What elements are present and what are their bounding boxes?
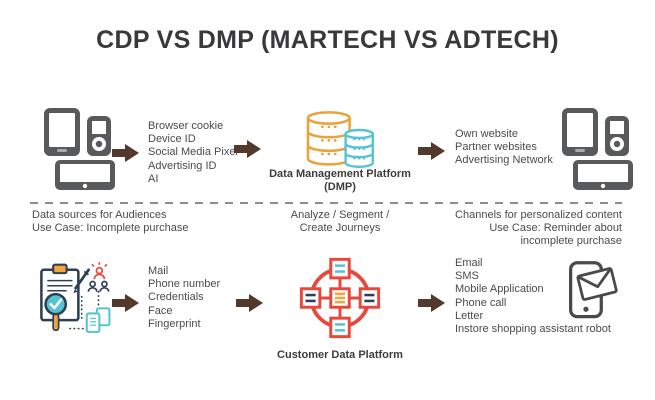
list-item: Instore shopping assistant robot	[455, 323, 611, 336]
arrow-right-icon	[236, 294, 263, 312]
dmp-label-line2: (DMP)	[324, 180, 356, 193]
caption-line: Use Case: Reminder about	[489, 222, 622, 234]
list-item: Letter	[455, 309, 484, 322]
list-item: Phone number	[148, 278, 221, 291]
cdp-channels-list: Email SMS Mobile Application Phone call Lett…	[455, 257, 611, 336]
list-item: Mail	[148, 265, 169, 277]
list-item: Phone call	[455, 296, 507, 309]
list-item: Face	[148, 304, 173, 317]
list-item: Fingerprint	[148, 317, 201, 330]
arrow-right-icon	[112, 294, 139, 312]
devices-icon	[42, 106, 120, 195]
list-item: Credentials	[148, 291, 204, 304]
cdp-sources-list: Mail Phone number Credentials Face Fingerpri…	[148, 265, 220, 331]
list-item: Own website	[455, 128, 518, 140]
caption-line: Create Journeys	[299, 222, 381, 234]
arrow-right-icon	[234, 140, 261, 158]
list-item: Advertising Network	[455, 154, 553, 167]
arrow-right-icon	[112, 144, 139, 162]
list-item: Device ID	[148, 133, 196, 146]
caption-line: Analyze / Segment /	[290, 209, 390, 221]
page-title: CDP VS DMP (MARTECH VS ADTECH)	[96, 26, 559, 54]
dashed-divider	[30, 202, 622, 204]
list-item: SMS	[455, 270, 479, 283]
dmp-label: Data Management Platform (DMP)	[240, 168, 440, 193]
divider-right-caption: Channels for personalized content Use Ca…	[430, 209, 622, 248]
devices-icon	[560, 106, 638, 195]
phone-envelope-icon	[566, 260, 618, 330]
divider-center-caption: Analyze / Segment / Create Journeys	[260, 209, 420, 235]
list-item: Advertising ID	[148, 159, 217, 172]
dmp-sources-list: Browser cookie Device ID Social Media Pixe…	[148, 120, 238, 186]
list-item: Email	[455, 257, 483, 269]
cdp-label: Customer Data Platform	[277, 349, 403, 361]
network-nodes-icon	[298, 256, 382, 345]
caption-line: Channels for personalized content	[455, 209, 622, 221]
list-item: AI	[148, 172, 159, 185]
arrow-right-icon	[418, 294, 445, 312]
list-item: Browser cookie	[148, 120, 224, 132]
caption-line: incomplete purchase	[520, 235, 622, 247]
dmp-label-line1: Data Management Platform	[269, 168, 411, 180]
arrow-right-icon	[418, 142, 445, 160]
databases-icon	[300, 110, 380, 179]
list-item: Mobile Application	[455, 283, 544, 296]
audience-research-icon	[33, 258, 117, 347]
caption-line: Use Case: Incomplete purchase	[32, 222, 189, 234]
dmp-channels-list: Own website Partner websites Advertising N…	[455, 128, 553, 168]
divider-left-caption: Data sources for Audiences Use Case: Inc…	[32, 209, 189, 235]
caption-line: Data sources for Audiences	[32, 209, 167, 221]
list-item: Partner websites	[455, 141, 537, 154]
list-item: Social Media Pixel	[148, 146, 238, 159]
